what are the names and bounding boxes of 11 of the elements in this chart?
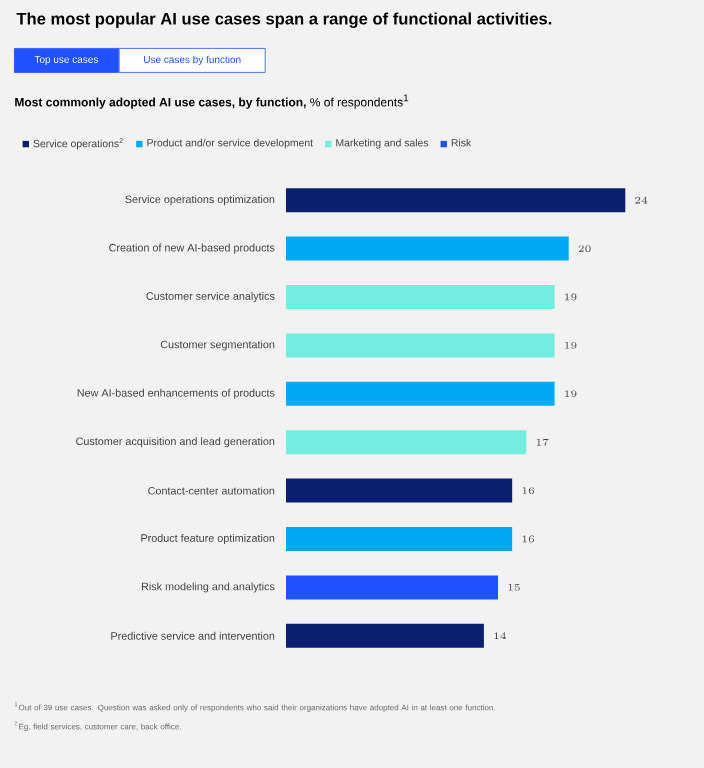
bar	[285, 381, 555, 406]
bar	[285, 236, 569, 261]
bar	[285, 527, 513, 552]
bar	[285, 575, 499, 600]
bar	[285, 478, 513, 503]
bar	[285, 430, 527, 455]
bar	[285, 333, 555, 358]
bar	[285, 188, 626, 213]
chart-title: The most popular AI use cases span a range of functional activities.	[16, 12, 552, 28]
bar	[285, 623, 484, 648]
bar	[285, 285, 555, 310]
